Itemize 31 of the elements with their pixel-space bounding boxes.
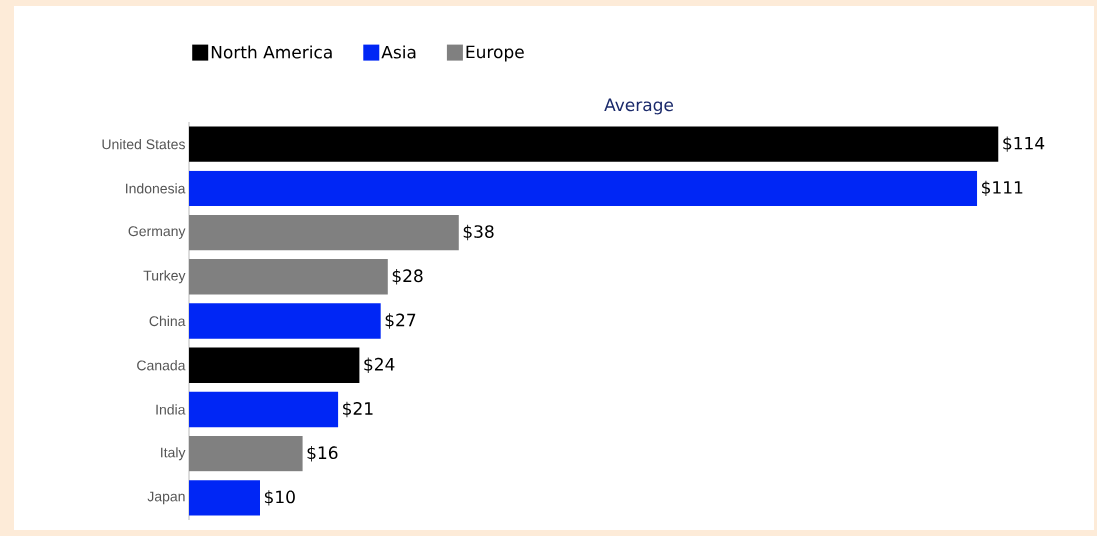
data-label: $21 — [343, 401, 373, 418]
legend-label: North America — [211, 45, 332, 59]
legend-label: Asia — [381, 45, 416, 59]
data-label: $111 — [982, 180, 1023, 197]
bar — [189, 126, 999, 162]
bar — [189, 435, 303, 472]
bar — [189, 480, 260, 516]
y-tick-label: Germany — [128, 226, 186, 239]
bar — [189, 259, 388, 295]
y-tick-label: Canada — [137, 360, 186, 371]
y-tick-label: United States — [102, 138, 185, 150]
bar — [189, 347, 360, 383]
data-label: $16 — [307, 445, 338, 462]
data-label: $38 — [463, 224, 494, 241]
bar — [189, 391, 339, 428]
y-tick-label: Turkey — [143, 270, 186, 284]
bar — [189, 170, 978, 207]
data-label: $114 — [1003, 136, 1045, 152]
y-tick-label: Italy — [161, 447, 186, 461]
data-label: $28 — [392, 269, 423, 285]
data-label: $10 — [264, 490, 295, 506]
bar — [189, 303, 381, 339]
bar — [189, 214, 459, 251]
y-tick-label: Japan — [147, 491, 185, 505]
chart-title: Average — [604, 98, 674, 115]
legend-label: Europe — [466, 45, 524, 62]
y-tick-label: China — [149, 315, 186, 327]
data-label: $27 — [385, 313, 416, 329]
y-tick-label: India — [156, 404, 186, 415]
data-label: $24 — [364, 357, 395, 373]
y-tick-label: Indonesia — [126, 183, 186, 194]
